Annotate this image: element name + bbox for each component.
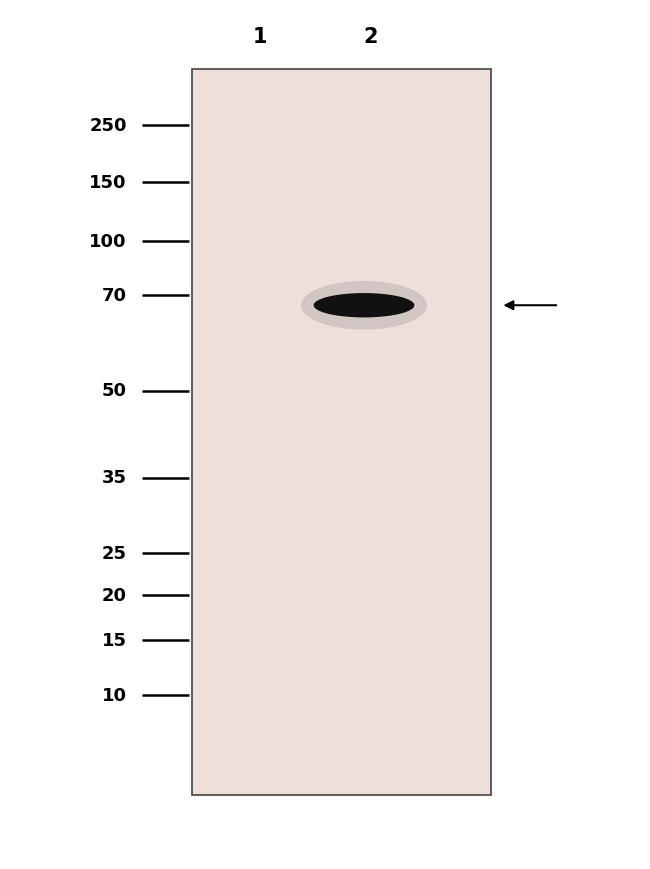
Text: 2: 2 <box>363 27 378 46</box>
Text: 25: 25 <box>102 545 127 562</box>
Text: 70: 70 <box>102 287 127 304</box>
Text: 35: 35 <box>102 469 127 487</box>
Text: 100: 100 <box>89 233 127 250</box>
Text: 150: 150 <box>89 174 127 191</box>
Text: 10: 10 <box>102 687 127 704</box>
Text: 250: 250 <box>89 117 127 135</box>
Text: 20: 20 <box>102 587 127 604</box>
Text: 50: 50 <box>102 382 127 400</box>
Text: 15: 15 <box>102 632 127 649</box>
Ellipse shape <box>301 282 427 330</box>
Bar <box>192 70 491 795</box>
Text: 1: 1 <box>253 27 267 46</box>
Ellipse shape <box>314 294 415 318</box>
